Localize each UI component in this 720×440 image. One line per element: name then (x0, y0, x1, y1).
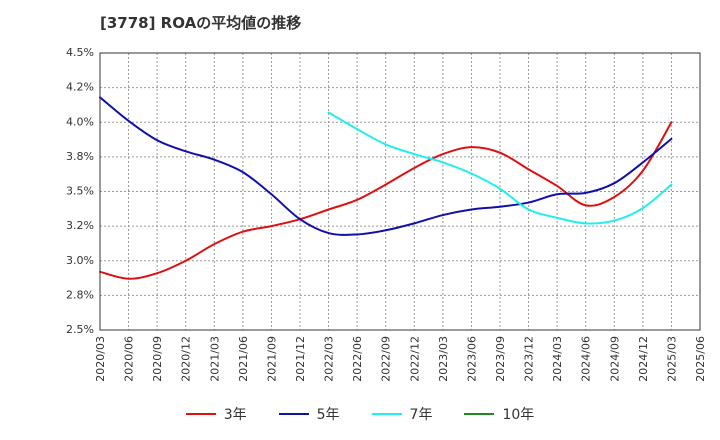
x-tick-label: 2024/09 (608, 336, 621, 382)
y-gridlines (100, 87, 700, 296)
series-lines (99, 96, 673, 280)
series-line-3y (99, 121, 673, 280)
x-tick-label: 2023/09 (494, 336, 507, 382)
y-tick-label: 2.8% (66, 288, 94, 301)
x-tick-label: 2021/03 (208, 336, 221, 382)
x-tick-label: 2025/06 (694, 336, 707, 382)
x-tick-label: 2020/12 (180, 336, 193, 382)
y-tick-label: 3.8% (66, 150, 94, 163)
x-tick-label: 2022/06 (351, 336, 364, 382)
x-tick-label: 2023/03 (437, 336, 450, 382)
y-tick-label: 4.5% (66, 46, 94, 59)
legend-swatch-7y (371, 413, 402, 415)
x-tick-label: 2021/09 (265, 336, 278, 382)
legend-label-5y: 5年 (316, 407, 340, 423)
x-tick-label: 2023/12 (523, 336, 536, 382)
legend-item-3y: 3年 (185, 404, 247, 424)
x-tick-label: 2022/12 (408, 336, 421, 382)
y-tick-label: 3.0% (66, 254, 94, 267)
series-line-5y (99, 96, 673, 236)
y-tick-label: 3.2% (66, 219, 94, 232)
x-tick-label: 2020/03 (94, 336, 107, 382)
legend-item-10y: 10年 (464, 404, 534, 424)
legend-label-7y: 7年 (409, 407, 433, 423)
x-tick-label: 2022/03 (323, 336, 336, 382)
legend-swatch-3y (185, 413, 216, 415)
x-tick-label: 2024/03 (551, 336, 564, 382)
x-tick-label: 2020/06 (123, 336, 136, 382)
y-tick-label: 4.2% (66, 81, 94, 94)
legend-label-3y: 3年 (223, 407, 247, 423)
legend-label-10y: 10年 (502, 407, 535, 423)
chart-title: [3778] ROAの平均値の推移 (100, 14, 302, 32)
plot-frame (99, 52, 701, 331)
x-tick-labels: 2020/03 2020/06 2020/09 2020/12 2021/03 2021/… (94, 336, 707, 382)
x-tick-label: 2021/06 (237, 336, 250, 382)
legend-item-7y: 7年 (371, 404, 433, 424)
x-tick-label: 2024/12 (637, 336, 650, 382)
y-tick-label: 4.0% (66, 115, 94, 128)
x-tick-label: 2023/06 (465, 336, 478, 382)
series-line-7y (327, 111, 673, 225)
x-tick-label: 2022/09 (380, 336, 393, 382)
legend-swatch-5y (278, 413, 309, 415)
x-tick-label: 2024/06 (580, 336, 593, 382)
legend-swatch-10y (464, 413, 495, 415)
x-tick-label: 2021/12 (294, 336, 307, 382)
y-tick-label: 2.5% (66, 323, 94, 336)
legend: 3年 5年 7年 10年 (0, 404, 720, 424)
x-tick-label: 2020/09 (151, 336, 164, 382)
x-tick-label: 2025/03 (665, 336, 678, 382)
legend-item-5y: 5年 (278, 404, 340, 424)
y-tick-labels: 2.5% 2.8% 3.0% 3.2% 3.5% 3.8% 4.0% 4.2% 4.5% (66, 46, 94, 336)
y-tick-label: 3.5% (66, 185, 94, 198)
